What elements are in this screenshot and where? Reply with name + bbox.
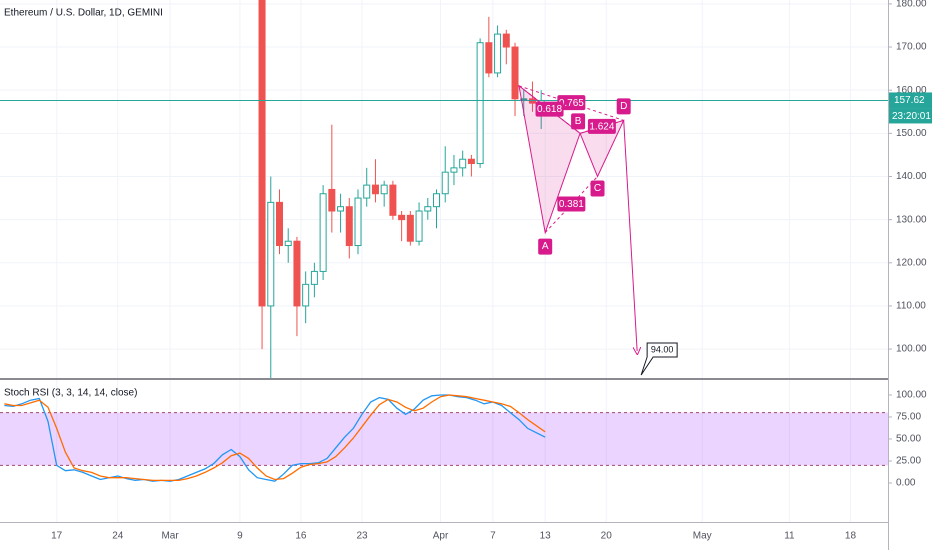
price-label-bg xyxy=(889,92,932,109)
y-tick-label: 140.00 xyxy=(896,171,927,182)
candle-body xyxy=(275,201,283,247)
ratio-label: 0.618 xyxy=(537,104,562,115)
candle-body xyxy=(406,214,414,242)
candle-body xyxy=(328,188,336,212)
candle-body xyxy=(520,98,528,101)
chart-title: Ethereum / U.S. Dollar, 1D, GEMINI xyxy=(4,8,163,19)
candle-body xyxy=(424,206,432,212)
band-fill xyxy=(0,412,888,466)
x-tick-label: 11 xyxy=(784,531,795,542)
point-label: D xyxy=(620,101,627,112)
y-tick-label: 160.00 xyxy=(896,85,927,96)
y-tick-label: 130.00 xyxy=(896,214,927,225)
ratio-label: 0.765 xyxy=(559,98,584,109)
x-tick-label: 20 xyxy=(601,531,613,542)
point-label: A xyxy=(542,241,549,252)
x-tick-label: 7 xyxy=(490,531,496,542)
candle-body xyxy=(389,184,397,216)
point-label-bg xyxy=(538,238,553,255)
y-tick-label: 100.00 xyxy=(896,390,927,401)
point-label-bg xyxy=(616,98,631,115)
ratio-label-bg xyxy=(557,95,586,111)
point-label-bg xyxy=(571,113,586,130)
x-tick-label: May xyxy=(693,531,712,542)
candle-body xyxy=(398,214,406,221)
x-tick-label: 13 xyxy=(540,531,552,542)
candle-body xyxy=(363,184,371,199)
candle-body xyxy=(293,240,301,307)
candle-body xyxy=(511,46,519,100)
ratio-label-bg xyxy=(587,118,616,134)
projection-arrow xyxy=(623,120,637,351)
x-tick-label: 9 xyxy=(237,531,243,542)
pattern-ratio-line xyxy=(579,119,624,134)
countdown-bg xyxy=(889,108,932,124)
y-tick-label: 100.00 xyxy=(896,344,927,355)
point-label: B xyxy=(575,116,582,127)
y-tick-label: 150.00 xyxy=(896,128,927,139)
stoch-line xyxy=(4,394,546,482)
candle-body xyxy=(284,240,292,247)
candle-body xyxy=(302,283,310,307)
candle-body xyxy=(380,184,388,195)
x-tick-label: 17 xyxy=(51,531,63,542)
candle-body xyxy=(467,158,475,165)
y-tick-label: 50.00 xyxy=(896,434,921,445)
candle-body xyxy=(337,206,345,212)
countdown-label: 23:20:01 xyxy=(892,111,931,122)
candle-body xyxy=(476,42,484,165)
y-tick-label: 170.00 xyxy=(896,42,927,53)
point-label: C xyxy=(594,183,601,194)
stoch-pane xyxy=(0,394,888,482)
x-tick-label: 23 xyxy=(356,531,368,542)
candle-body xyxy=(441,171,449,195)
target-callout xyxy=(640,342,678,376)
candle-body xyxy=(354,197,362,247)
candle-body xyxy=(528,98,536,104)
candle-body xyxy=(459,158,467,169)
ratio-label-bg xyxy=(557,196,586,212)
candle-body xyxy=(345,206,353,247)
x-tick-label: Apr xyxy=(433,531,449,542)
candle-body xyxy=(450,167,458,173)
candle-body xyxy=(494,33,502,74)
price-label: 157.62 xyxy=(894,95,925,106)
point-label-bg xyxy=(590,180,605,197)
candle-body xyxy=(258,0,266,307)
y-tick-label: 120.00 xyxy=(896,257,927,268)
ratio-label: 1.624 xyxy=(589,122,614,133)
candle-body xyxy=(502,33,510,48)
x-tick-label: Mar xyxy=(161,531,179,542)
x-tick-label: 18 xyxy=(845,531,857,542)
target-label: 94.00 xyxy=(651,344,674,354)
y-tick-label: 25.00 xyxy=(896,456,921,467)
indicator-title: Stoch RSI (3, 3, 14, 14, close) xyxy=(4,388,137,399)
x-tick-label: 16 xyxy=(295,531,307,542)
y-tick-label: 75.00 xyxy=(896,412,921,423)
candle-body xyxy=(267,201,275,307)
x-tick-label: 24 xyxy=(112,531,124,542)
ratio-label-bg xyxy=(535,101,564,117)
candle-body xyxy=(319,193,327,272)
ratio-label: 0.381 xyxy=(559,199,584,210)
candle-body xyxy=(371,184,379,195)
y-tick-label: 0.00 xyxy=(896,478,916,489)
candle-body xyxy=(310,270,318,285)
y-tick-label: 110.00 xyxy=(896,301,926,312)
candle-body xyxy=(485,42,493,74)
candle-body xyxy=(433,193,441,208)
candle-body xyxy=(415,210,423,242)
y-tick-label: 180.00 xyxy=(896,0,927,10)
